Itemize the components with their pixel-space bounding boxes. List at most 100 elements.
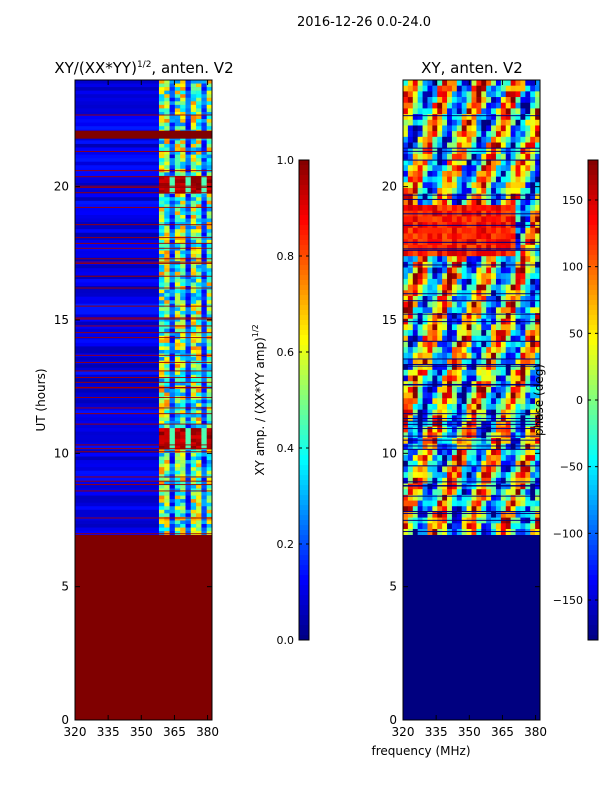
heatmap-cell bbox=[180, 506, 186, 511]
heatmap-cell bbox=[520, 409, 526, 416]
heatmap-cell bbox=[196, 431, 202, 436]
heatmap-cell bbox=[466, 500, 472, 507]
heatmap-cell bbox=[174, 452, 181, 457]
heatmap-cell bbox=[432, 455, 438, 462]
heatmap-cell bbox=[476, 250, 482, 257]
flagged-row-line bbox=[75, 490, 212, 492]
heatmap-cell bbox=[174, 293, 181, 297]
heatmap-cell bbox=[185, 339, 192, 344]
heatmap-cell bbox=[510, 119, 516, 126]
heatmap-cell bbox=[432, 244, 438, 251]
heatmap-cell bbox=[530, 324, 536, 331]
heatmap-cell bbox=[206, 492, 213, 496]
heatmap-cell bbox=[495, 489, 502, 496]
heatmap-cell bbox=[422, 392, 428, 399]
heatmap-cell bbox=[481, 403, 487, 410]
heatmap-cell bbox=[486, 159, 492, 166]
flagged-row-line bbox=[75, 325, 212, 327]
heatmap-cell bbox=[495, 170, 502, 177]
heatmap-cell bbox=[169, 236, 176, 241]
heatmap-cell bbox=[158, 289, 165, 294]
heatmap-cell bbox=[180, 250, 186, 255]
heatmap-cell bbox=[185, 268, 192, 273]
heatmap-cell bbox=[174, 403, 181, 408]
heatmap-cell bbox=[500, 80, 507, 86]
heatmap-cell bbox=[206, 278, 213, 283]
heatmap-cell bbox=[535, 347, 541, 354]
heatmap-cell bbox=[456, 375, 463, 382]
colorbar-segment bbox=[588, 355, 598, 361]
heatmap-cell bbox=[451, 375, 458, 382]
heatmap-cell bbox=[417, 170, 423, 177]
heatmap-cell bbox=[206, 389, 213, 393]
heatmap-cell bbox=[520, 500, 526, 507]
heatmap-cell bbox=[461, 199, 467, 206]
colorbar-segment bbox=[299, 175, 309, 181]
flagged-row-line bbox=[403, 465, 540, 467]
heatmap-cell bbox=[75, 346, 159, 351]
heatmap-cell bbox=[432, 284, 438, 291]
panel1-heatmap bbox=[75, 80, 213, 720]
heatmap-cell bbox=[190, 80, 197, 84]
heatmap-cell bbox=[437, 313, 443, 319]
heatmap-cell bbox=[206, 172, 213, 177]
heatmap-cell bbox=[417, 443, 423, 450]
heatmap-cell bbox=[535, 438, 541, 445]
heatmap-cell bbox=[466, 216, 472, 223]
heatmap-cell bbox=[451, 364, 458, 371]
heatmap-cell bbox=[190, 193, 197, 198]
heatmap-cell bbox=[476, 91, 482, 98]
colorbar-segment bbox=[588, 585, 598, 591]
heatmap-cell bbox=[75, 101, 159, 106]
heatmap-cell bbox=[75, 460, 159, 464]
heatmap-cell bbox=[190, 442, 197, 447]
heatmap-cell bbox=[196, 307, 202, 312]
heatmap-cell bbox=[206, 474, 213, 479]
heatmap-cell bbox=[505, 489, 511, 496]
heatmap-cell bbox=[505, 477, 511, 484]
heatmap-cell bbox=[466, 455, 472, 462]
heatmap-cell bbox=[471, 506, 477, 513]
heatmap-cell bbox=[164, 367, 170, 372]
heatmap-cell bbox=[520, 142, 526, 149]
heatmap-cell bbox=[491, 256, 497, 263]
heatmap-cell bbox=[515, 409, 521, 416]
heatmap-cell bbox=[471, 278, 477, 285]
heatmap-cell bbox=[481, 506, 487, 513]
heatmap-cell bbox=[75, 435, 159, 440]
heatmap-cell bbox=[451, 494, 458, 501]
heatmap-cell bbox=[196, 506, 202, 511]
heatmap-cell bbox=[201, 371, 207, 376]
heatmap-cell bbox=[520, 80, 526, 86]
heatmap-cell bbox=[180, 111, 186, 116]
heatmap-cell bbox=[437, 324, 443, 331]
heatmap-cell bbox=[456, 364, 463, 371]
heatmap-cell bbox=[158, 104, 165, 109]
heatmap-cell bbox=[158, 87, 165, 91]
x-tick-label: 380 bbox=[524, 725, 547, 739]
heatmap-cell bbox=[520, 131, 526, 138]
heatmap-cell bbox=[185, 214, 192, 219]
heatmap-cell bbox=[196, 161, 202, 166]
heatmap-cell bbox=[174, 278, 181, 283]
heatmap-cell bbox=[486, 330, 492, 337]
heatmap-cell bbox=[174, 445, 181, 450]
heatmap-cell bbox=[412, 125, 418, 132]
heatmap-cell bbox=[174, 502, 181, 507]
heatmap-cell bbox=[158, 445, 165, 450]
heatmap-cell bbox=[75, 108, 159, 113]
heatmap-cell bbox=[164, 165, 170, 170]
heatmap-cell bbox=[417, 341, 423, 348]
heatmap-cell bbox=[164, 495, 170, 500]
heatmap-cell bbox=[174, 119, 181, 123]
heatmap-cell bbox=[432, 233, 438, 240]
heatmap-cell bbox=[461, 278, 467, 285]
heatmap-cell bbox=[180, 410, 186, 415]
heatmap-cell bbox=[447, 216, 453, 223]
colorbar-segment bbox=[299, 560, 309, 566]
heatmap-cell bbox=[495, 187, 502, 194]
heatmap-cell bbox=[158, 389, 165, 393]
heatmap-cell bbox=[437, 398, 443, 405]
heatmap-cell bbox=[196, 392, 202, 397]
heatmap-cell bbox=[417, 398, 423, 405]
